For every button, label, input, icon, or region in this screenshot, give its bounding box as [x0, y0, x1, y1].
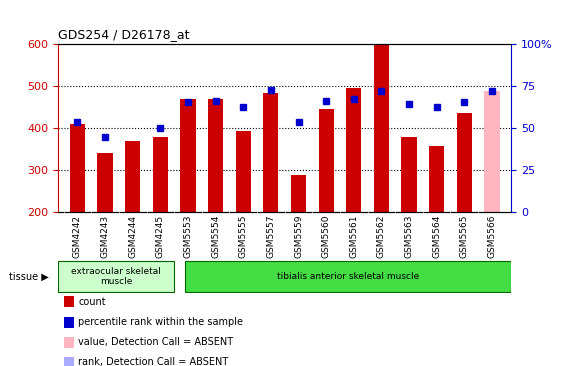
Text: GSM5560: GSM5560 — [322, 214, 331, 258]
Text: tibialis anterior skeletal muscle: tibialis anterior skeletal muscle — [277, 272, 419, 281]
Bar — [429, 146, 444, 212]
Text: GSM5561: GSM5561 — [349, 214, 358, 258]
Bar — [485, 92, 500, 212]
FancyBboxPatch shape — [58, 261, 174, 292]
Text: GDS254 / D26178_at: GDS254 / D26178_at — [58, 28, 189, 41]
FancyBboxPatch shape — [185, 261, 511, 292]
Bar — [98, 153, 113, 212]
Bar — [291, 175, 306, 212]
Text: GSM5555: GSM5555 — [239, 214, 248, 258]
Text: percentile rank within the sample: percentile rank within the sample — [78, 317, 243, 327]
Text: GSM5564: GSM5564 — [432, 214, 441, 258]
Text: count: count — [78, 297, 106, 307]
Text: GSM4245: GSM4245 — [156, 214, 165, 258]
Text: GSM4243: GSM4243 — [101, 214, 110, 258]
Bar — [236, 131, 251, 212]
Bar — [263, 93, 278, 212]
Text: GSM4244: GSM4244 — [128, 214, 137, 258]
Text: GSM5559: GSM5559 — [294, 214, 303, 258]
Bar — [70, 124, 85, 212]
Bar — [180, 98, 196, 212]
Bar — [318, 109, 333, 212]
Text: GSM5554: GSM5554 — [211, 214, 220, 258]
Text: GSM4242: GSM4242 — [73, 214, 82, 258]
Text: GSM5562: GSM5562 — [377, 214, 386, 258]
Text: GSM5553: GSM5553 — [184, 214, 192, 258]
Bar — [346, 88, 361, 212]
Text: tissue ▶: tissue ▶ — [9, 271, 48, 281]
Text: extraocular skeletal
muscle: extraocular skeletal muscle — [71, 266, 161, 286]
Text: rank, Detection Call = ABSENT: rank, Detection Call = ABSENT — [78, 357, 229, 366]
Bar — [374, 45, 389, 212]
Text: GSM5565: GSM5565 — [460, 214, 469, 258]
Text: GSM5566: GSM5566 — [487, 214, 496, 258]
Text: GSM5557: GSM5557 — [266, 214, 275, 258]
Bar — [401, 137, 417, 212]
Text: value, Detection Call = ABSENT: value, Detection Call = ABSENT — [78, 337, 234, 347]
Bar — [125, 141, 140, 212]
Bar — [208, 100, 223, 212]
Bar — [153, 137, 168, 212]
Bar — [457, 112, 472, 212]
Text: GSM5563: GSM5563 — [404, 214, 414, 258]
